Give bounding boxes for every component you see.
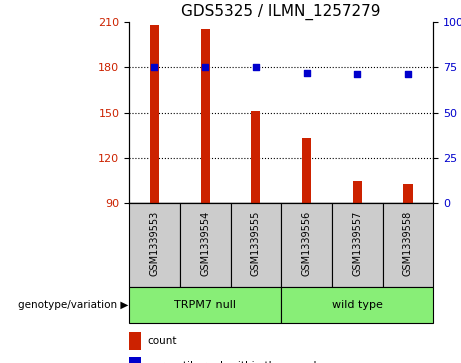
Bar	[180, 203, 230, 287]
Bar	[403, 184, 413, 203]
Point	[252, 64, 260, 70]
Bar	[201, 29, 210, 203]
Title: GDS5325 / ILMN_1257279: GDS5325 / ILMN_1257279	[182, 4, 381, 20]
Bar	[129, 357, 141, 363]
Bar	[353, 181, 362, 203]
Point	[404, 72, 412, 77]
Text: wild type: wild type	[332, 300, 383, 310]
Text: count: count	[148, 336, 177, 346]
Text: genotype/variation ▶: genotype/variation ▶	[18, 300, 128, 310]
Point	[303, 70, 310, 76]
Text: GSM1339555: GSM1339555	[251, 211, 261, 276]
Bar	[129, 332, 141, 350]
Bar	[150, 25, 159, 203]
Bar	[129, 203, 180, 287]
Bar	[129, 287, 281, 323]
Bar	[383, 203, 433, 287]
Text: TRPM7 null: TRPM7 null	[174, 300, 236, 310]
Text: GSM1339558: GSM1339558	[403, 211, 413, 276]
Text: GSM1339557: GSM1339557	[352, 211, 362, 276]
Point	[354, 72, 361, 77]
Text: GSM1339556: GSM1339556	[301, 211, 312, 276]
Text: GSM1339554: GSM1339554	[200, 211, 210, 276]
Bar	[281, 203, 332, 287]
Bar	[302, 138, 311, 203]
Bar	[332, 203, 383, 287]
Text: percentile rank within the sample: percentile rank within the sample	[148, 361, 323, 363]
Bar	[251, 111, 260, 203]
Point	[151, 64, 158, 70]
Bar	[230, 203, 281, 287]
Bar	[281, 287, 433, 323]
Text: GSM1339553: GSM1339553	[149, 211, 160, 276]
Point	[201, 64, 209, 70]
